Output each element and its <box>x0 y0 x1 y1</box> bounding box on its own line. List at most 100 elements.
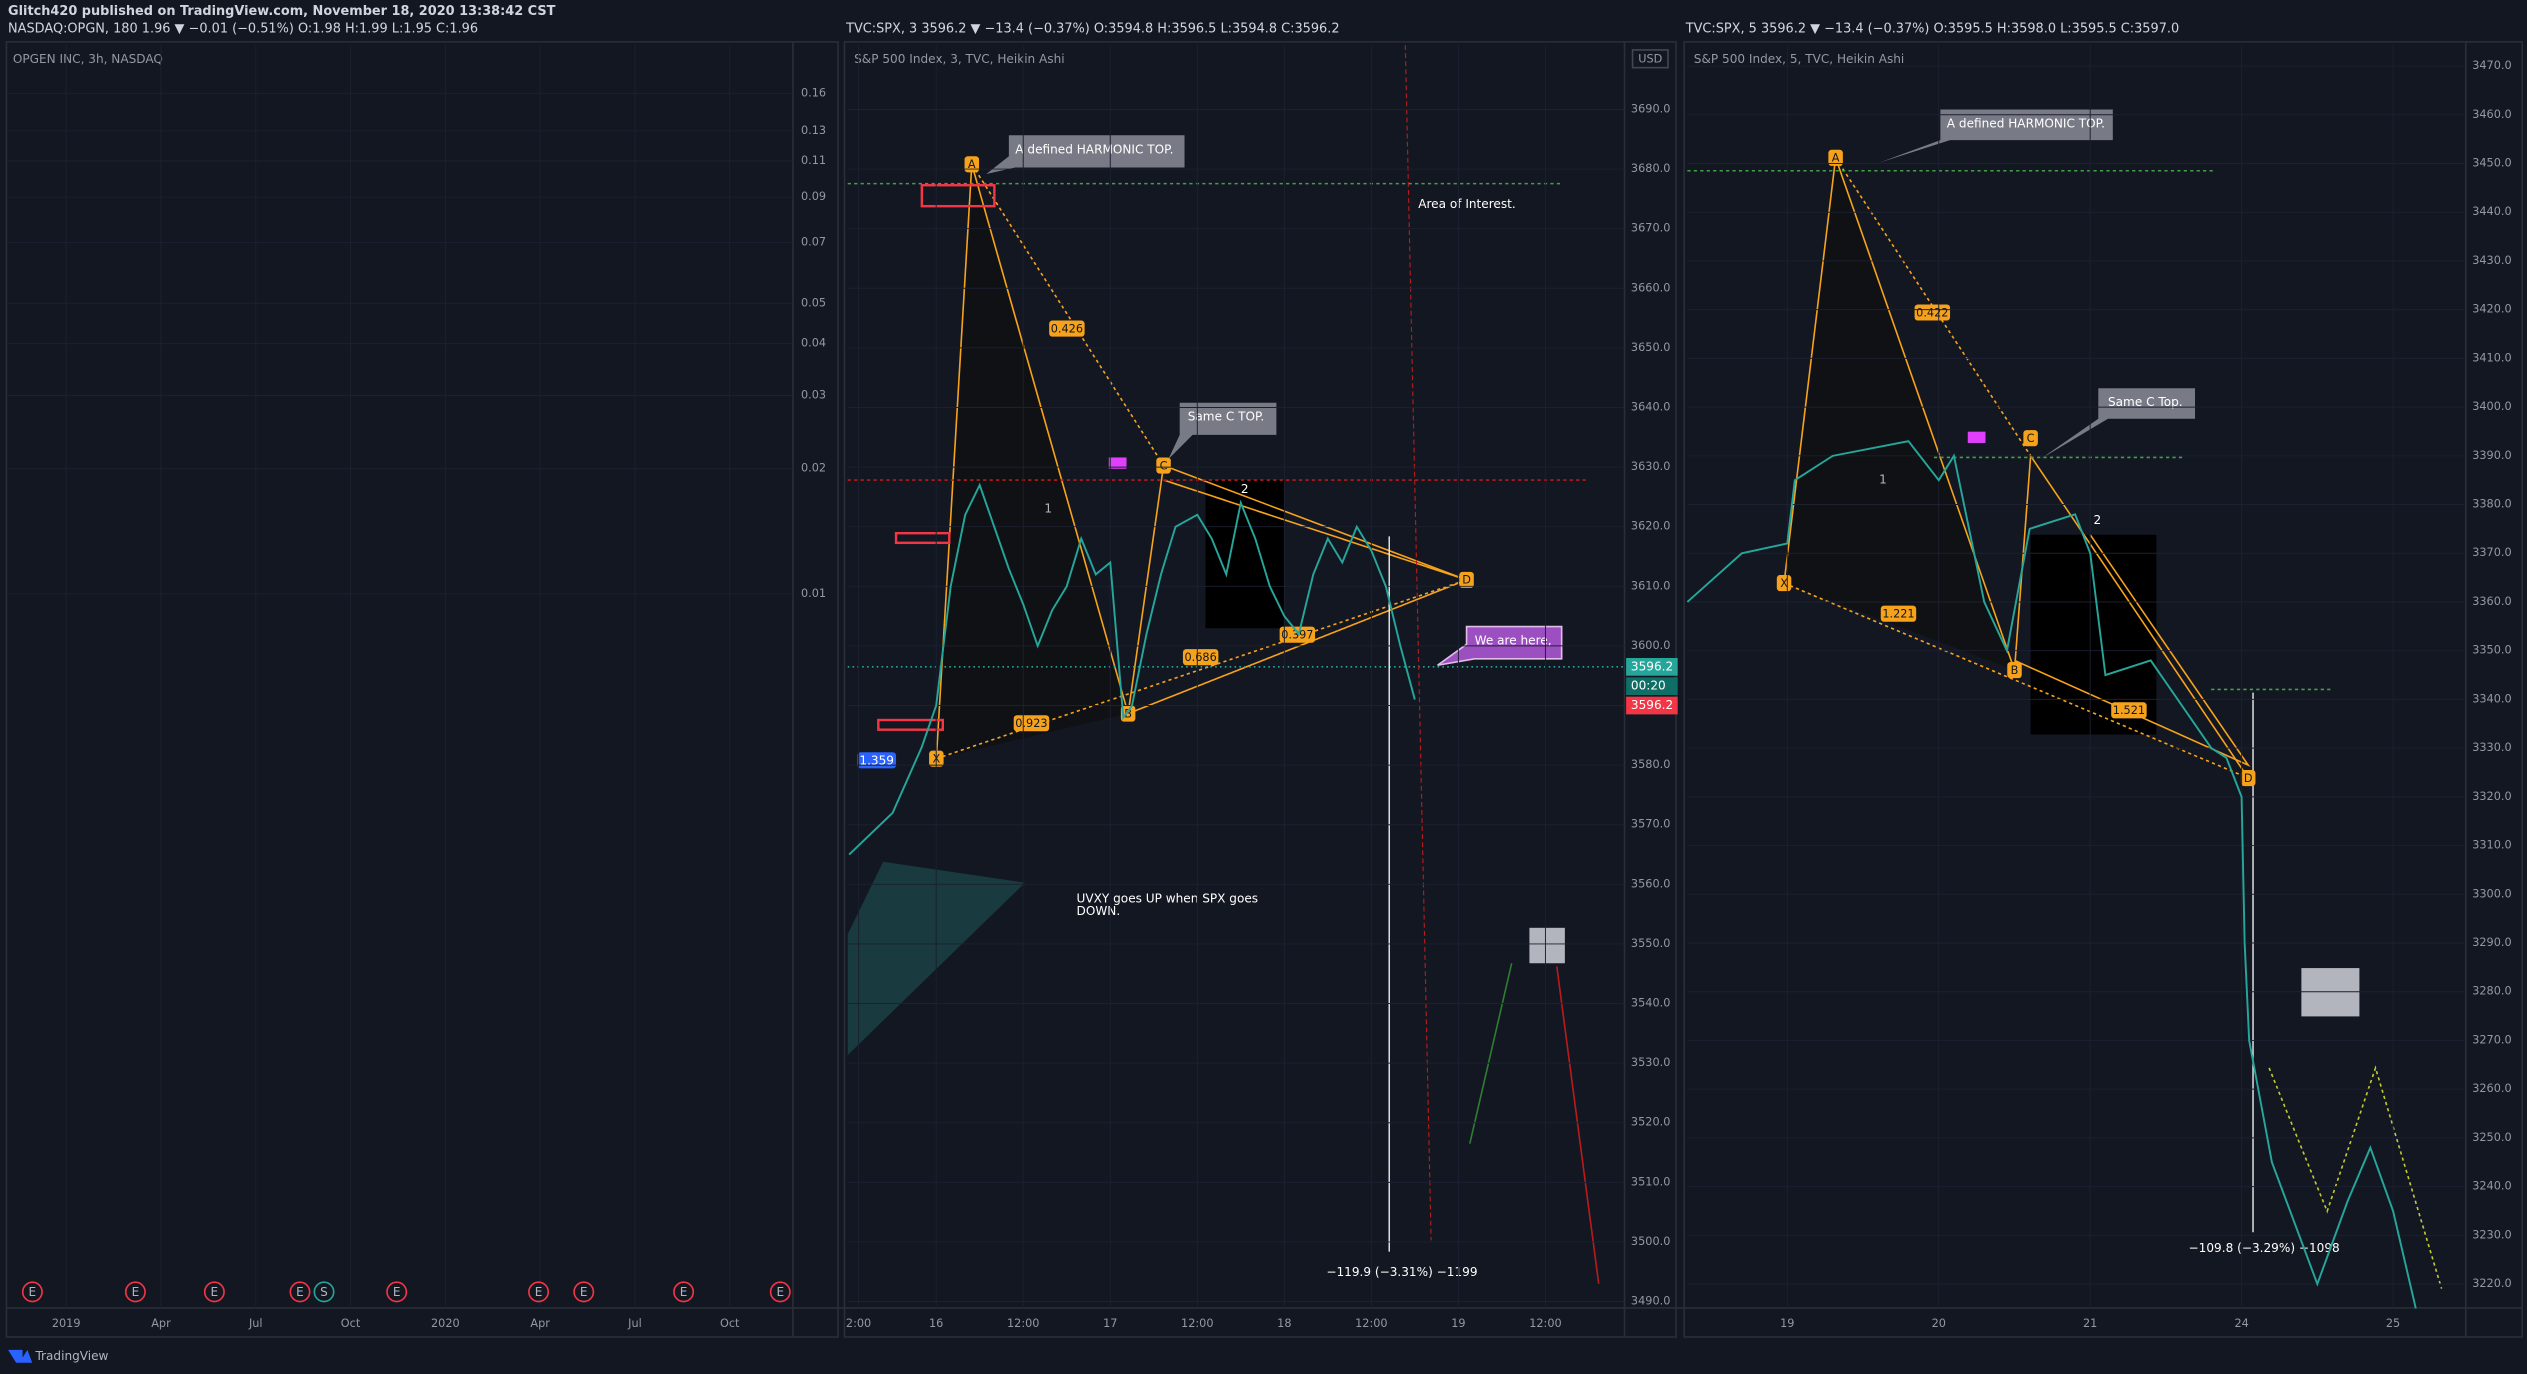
y-tick-label: 3460.0 <box>2472 108 2511 121</box>
event-marker <box>573 1281 595 1303</box>
x-tick-label: 12:00 <box>1181 1317 1213 1330</box>
label-text: X <box>1780 577 1788 590</box>
y-tick-label: 0.01 <box>801 587 826 600</box>
x-tick-label: 12:00 <box>1529 1317 1561 1330</box>
label-box <box>2240 769 2256 787</box>
label-box <box>1828 149 1843 166</box>
x-tick-label: Jul <box>248 1317 263 1330</box>
event-marker <box>769 1281 791 1303</box>
box <box>877 718 944 731</box>
y-tick-label: 0.13 <box>801 124 826 137</box>
x-tick-label: Apr <box>530 1317 550 1330</box>
price-tag <box>1626 696 1678 715</box>
panel-frame <box>1683 41 2523 1338</box>
brand: TradingView <box>34 1349 108 1363</box>
y-tick-label: 3410.0 <box>2472 351 2511 364</box>
y-tick-label: 3550.0 <box>1631 937 1670 950</box>
zone <box>2030 534 2157 735</box>
y-tick-label: 3440.0 <box>2472 205 2511 218</box>
logo <box>8 1349 33 1363</box>
event-label: S <box>320 1285 328 1299</box>
y-tick-label: 3500.0 <box>1631 1235 1670 1248</box>
panel-title: S&P 500 Index, 3, TVC, Heikin Ashi <box>854 52 1064 66</box>
y-tick-label: 3280.0 <box>2472 985 2511 998</box>
y-tick-label: 3370.0 <box>2472 546 2511 559</box>
quote: TVC:SPX, 5 3596.2 ▼ −13.4 (−0.37%) O:359… <box>1685 21 2179 36</box>
label-box <box>2023 430 2038 447</box>
label-text: D <box>2244 772 2253 785</box>
y-tick-label: 3630.0 <box>1631 460 1670 473</box>
x-tick-label: 2019 <box>52 1317 81 1330</box>
label-text: 0.422 <box>1916 306 1948 319</box>
wave-label: 2 <box>2093 513 2101 527</box>
y-tick-label: 3230.0 <box>2472 1228 2511 1241</box>
y-tick-label: 3250.0 <box>2472 1131 2511 1144</box>
x-tick-label: 25 <box>2386 1317 2400 1330</box>
projection <box>2268 1065 2443 1289</box>
x-tick-label: 16 <box>929 1317 943 1330</box>
y-tick-label: 0.16 <box>801 86 826 99</box>
y-tick-label: 3320.0 <box>2472 790 2511 803</box>
y-tick-label: 3300.0 <box>2472 887 2511 900</box>
price-tag-text: 00:20 <box>1631 679 1666 693</box>
callout-text: A defined HARMONIC TOP. <box>1015 142 1173 156</box>
quote: TVC:SPX, 3 3596.2 ▼ −13.4 (−0.37%) O:359… <box>845 21 1339 36</box>
event-label: E <box>580 1285 588 1299</box>
box <box>1529 927 1565 964</box>
panel-frame <box>5 41 839 1338</box>
pattern-fill <box>936 164 1129 759</box>
x-tick-label: Apr <box>151 1317 171 1330</box>
event-label: E <box>211 1285 219 1299</box>
label-box <box>857 752 897 769</box>
x-tick-label: Jul <box>627 1317 642 1330</box>
x-tick-label: 24 <box>2234 1317 2248 1330</box>
label-text: A <box>968 158 976 171</box>
callout <box>986 135 1185 174</box>
event-marker <box>124 1281 146 1303</box>
event-marker <box>528 1281 550 1303</box>
y-tick-label: 3640.0 <box>1631 400 1670 413</box>
y-tick-label: 3490.0 <box>1631 1295 1670 1308</box>
panel-title: S&P 500 Index, 5, TVC, Heikin Ashi <box>1694 52 1904 66</box>
label-text: 1.221 <box>1882 608 1914 621</box>
currency: USD <box>1638 53 1662 66</box>
measure-label: −109.8 (−3.29%) −1098 <box>2189 1241 2340 1255</box>
y-tick-label: 3350.0 <box>2472 644 2511 657</box>
box <box>920 184 996 208</box>
label-box <box>1182 649 1219 666</box>
label-text: C <box>1160 459 1168 472</box>
y-tick-label: 3660.0 <box>1631 281 1670 294</box>
event-label: E <box>29 1285 37 1299</box>
publisher: Glitch420 published on TradingView.com, … <box>8 4 556 19</box>
y-tick-label: 3470.0 <box>2472 59 2511 72</box>
price-line <box>848 482 1416 856</box>
harmonic-pattern <box>1783 582 2249 779</box>
event-label: E <box>680 1285 688 1299</box>
event-marker <box>673 1281 695 1303</box>
y-tick-label: 3620.0 <box>1631 520 1670 533</box>
box <box>2301 968 2360 1017</box>
label-text: 0.686 <box>1185 651 1217 664</box>
flag <box>1967 431 1986 443</box>
x-tick-label: 12:00 <box>1355 1317 1387 1330</box>
y-tick-label: 3600.0 <box>1631 639 1670 652</box>
trendline <box>2014 534 2251 768</box>
x-tick-label: 19 <box>1780 1317 1794 1330</box>
arrow <box>1556 966 1600 1284</box>
event-label: E <box>132 1285 140 1299</box>
label-text: 1.359 <box>859 754 894 768</box>
x-tick-label: 20 <box>1932 1317 1946 1330</box>
label-box <box>1120 705 1136 722</box>
wave-label: 2 <box>1241 482 1249 496</box>
label-box <box>2007 662 2022 679</box>
y-tick-label: 3340.0 <box>2472 692 2511 705</box>
y-tick-label: 0.11 <box>801 154 826 167</box>
price-tag <box>1626 677 1678 696</box>
label-box <box>1156 457 1171 474</box>
y-tick-label: 3680.0 <box>1631 162 1670 175</box>
label-text: 1.521 <box>2113 704 2145 717</box>
label-text: D <box>1462 574 1471 587</box>
y-tick-label: 3650.0 <box>1631 341 1670 354</box>
